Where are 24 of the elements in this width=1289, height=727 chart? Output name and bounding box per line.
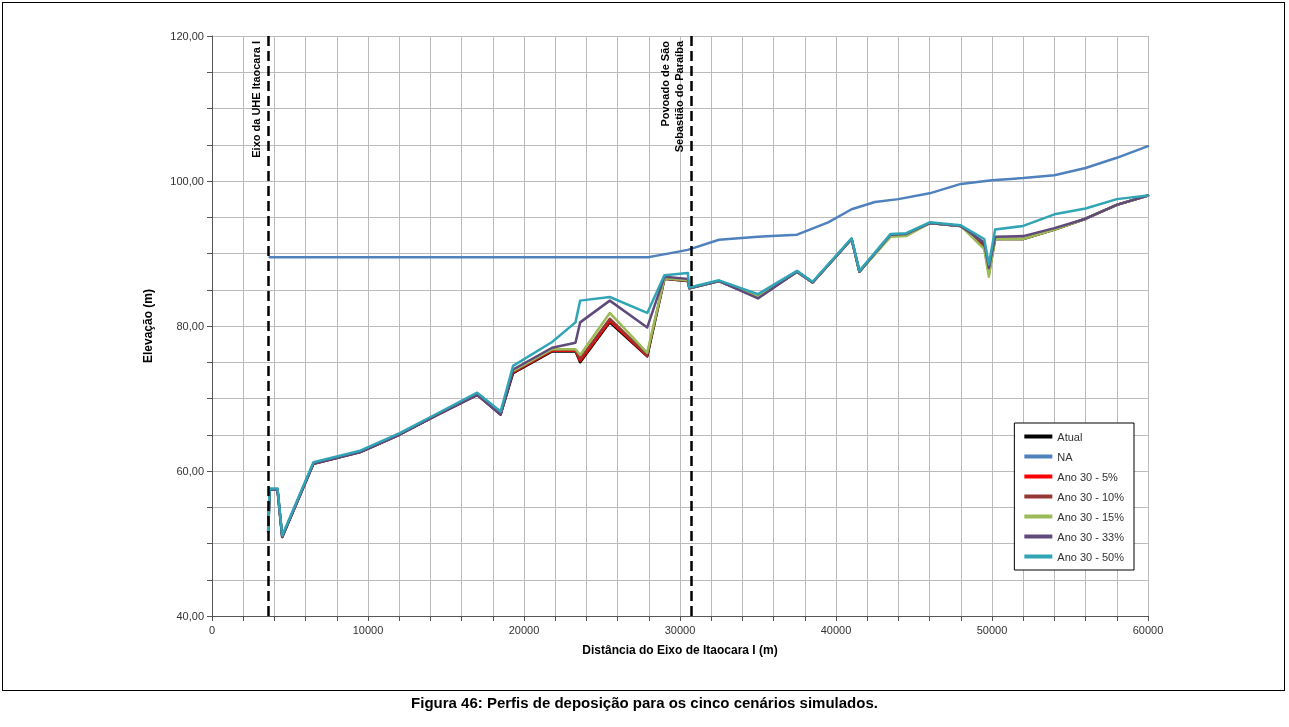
legend-label: Ano 30 - 50% — [1057, 550, 1125, 563]
x-tick-label: 10000 — [352, 623, 384, 636]
y-tick-label: 80,00 — [176, 320, 204, 332]
ref-line-label: Povoado de São Sebastião do Paraíba — [658, 40, 685, 153]
legend-label: NA — [1057, 450, 1074, 463]
y-axis-title: Elevação (m) — [141, 288, 155, 364]
y-tick-label: 120,00 — [170, 30, 204, 42]
legend-label: Atual — [1057, 430, 1083, 443]
x-tick-label: 60000 — [1132, 623, 1164, 636]
x-axis-title: Distância do Eixo de Itaocara I (m) — [582, 643, 778, 657]
y-tick-label: 100,00 — [170, 175, 204, 187]
x-tick-label: 30000 — [664, 623, 696, 636]
y-tick-label: 60,00 — [176, 465, 204, 477]
x-tick-label: 20000 — [508, 623, 540, 636]
legend-label: Ano 30 - 10% — [1057, 490, 1125, 503]
x-tick-label: 40000 — [820, 623, 852, 636]
ref-line-label: Eixo da UHE Itaocara I — [250, 41, 263, 158]
legend-label: Ano 30 - 15% — [1057, 510, 1125, 523]
y-tick-label: 40,00 — [176, 610, 204, 622]
text: Figura 46: Perfis de deposição para os cinco cenários simulados. — [410, 694, 879, 711]
legend-label: Ano 30 - 5% — [1057, 470, 1119, 483]
legend-label: Ano 30 - 33% — [1057, 530, 1125, 543]
x-tick-label: 0 — [208, 623, 216, 636]
x-tick-label: 50000 — [976, 623, 1008, 636]
